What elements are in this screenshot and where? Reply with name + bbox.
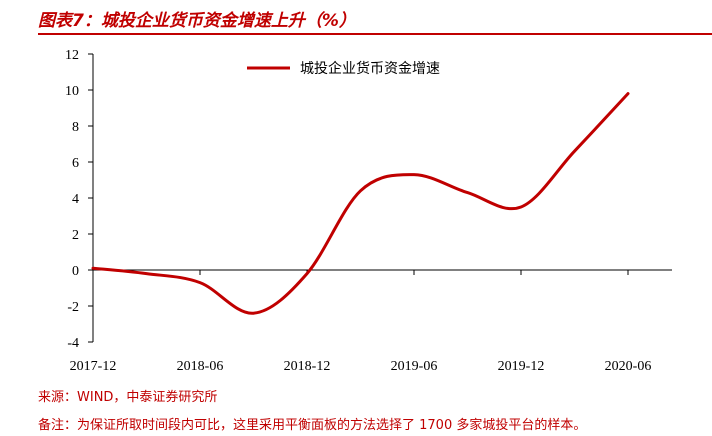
x-tick-label: 2019-06	[391, 359, 438, 374]
y-tick-label: -2	[67, 300, 79, 315]
legend-label: 城投企业货币资金增速	[300, 60, 440, 77]
source-note: 来源：WIND，中泰证券研究所	[38, 390, 218, 405]
x-tick-label: 2018-06	[177, 359, 224, 374]
x-tick-label: 2020-06	[605, 359, 652, 374]
y-tick-label: 8	[72, 120, 79, 135]
title-bar: 图表7：城投企业货币资金增速上升（%）	[0, 0, 712, 35]
x-tick-label: 2018-12	[284, 359, 331, 374]
title-divider	[38, 33, 712, 35]
chart-title: 图表7：城投企业货币资金增速上升（%）	[38, 11, 356, 31]
remark-note: 备注：为保证所取时间段内可比，这里采用平衡面板的方法选择了 1700 多家城投平…	[38, 418, 587, 433]
y-tick-label: 2	[72, 228, 79, 243]
y-tick-label: 4	[72, 192, 79, 207]
series-line	[91, 92, 630, 315]
y-tick-label: 12	[65, 48, 79, 63]
y-tick-label: 6	[72, 156, 79, 171]
y-tick-label: 10	[65, 84, 79, 99]
y-tick-label: 0	[72, 264, 79, 279]
x-tick-label: 2017-12	[70, 359, 117, 374]
y-tick-label: -4	[67, 336, 79, 351]
x-tick-label: 2019-12	[498, 359, 545, 374]
line-chart: -4 -2 0 2 4 6 8 10 12 2017-12 2018-06 2018-12 2019-0…	[65, 48, 672, 374]
